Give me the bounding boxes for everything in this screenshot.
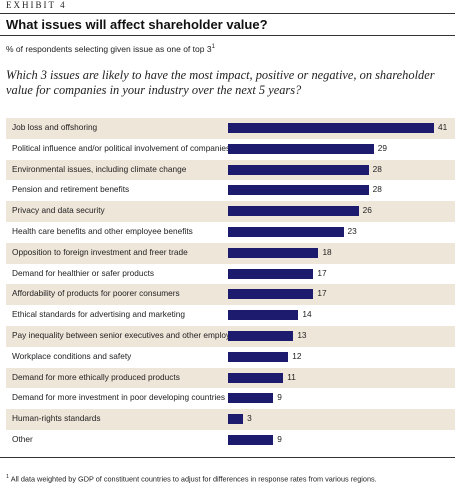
survey-question: Which 3 issues are likely to have the mo… <box>6 68 435 97</box>
footnote-mark: 1 <box>6 474 10 480</box>
value-label: 29 <box>377 142 387 153</box>
chart-row: Affordability of products for poorer con… <box>6 284 455 306</box>
exhibit-label: EXHIBIT 4 <box>6 0 67 10</box>
category-label: Opposition to foreign investment and fre… <box>12 246 188 257</box>
value-label: 23 <box>347 226 357 236</box>
category-label: Demand for more ethically produced produ… <box>12 371 180 382</box>
bar <box>228 393 274 404</box>
chart-row: Pension and retirement benefits 28 <box>6 180 455 201</box>
value-label: 9 <box>277 392 282 403</box>
bar-chart: Job loss and offshoring 41 Political influ… <box>6 118 455 453</box>
chart-row: Pay inequality between senior executives… <box>6 326 455 347</box>
bar <box>228 247 319 258</box>
bar <box>228 351 289 362</box>
title-bottom-rule <box>0 35 455 36</box>
bar <box>228 289 314 300</box>
category-label: Privacy and data security <box>12 205 105 216</box>
category-label: Human-rights standards <box>12 413 101 424</box>
category-label: Ethical standards for advertising and ma… <box>12 309 185 320</box>
chart-row: Demand for more investment in poor devel… <box>6 388 455 409</box>
value-label: 17 <box>317 267 327 278</box>
bar <box>228 310 299 321</box>
exhibit-number: 4 <box>60 0 67 10</box>
value-label: 3 <box>247 413 252 424</box>
chart-row: Job loss and offshoring 41 <box>6 118 455 139</box>
bar <box>228 414 244 425</box>
bar <box>228 331 294 341</box>
value-label: 28 <box>372 184 382 195</box>
chart-row: Workplace conditions and safety 12 <box>6 347 455 368</box>
title-top-rule <box>0 13 455 14</box>
value-label: 28 <box>372 163 382 174</box>
value-label: 41 <box>438 122 448 132</box>
chart-row: Privacy and data security 26 <box>6 201 455 222</box>
chart-row: Human-rights standards 3 <box>6 409 455 430</box>
category-label: Demand for healthier or safer products <box>12 267 155 278</box>
category-label: Pay inequality between senior executives… <box>12 330 244 340</box>
chart-row: Demand for healthier or safer products 17 <box>6 264 455 285</box>
category-label: Pension and retirement benefits <box>12 184 130 195</box>
category-label: Job loss and offshoring <box>12 122 98 132</box>
value-label: 18 <box>322 246 332 257</box>
category-label: Environmental issues, including climate … <box>12 163 187 174</box>
bar <box>228 227 344 237</box>
value-label: 11 <box>287 371 296 382</box>
category-label: Demand for more investment in poor devel… <box>12 392 226 403</box>
value-label: 12 <box>292 350 302 361</box>
chart-subtitle: % of respondents selecting given issue a… <box>6 44 215 54</box>
bar <box>228 372 284 383</box>
footnote: 1 All data weighted by GDP of constituen… <box>6 474 377 483</box>
chart-row: Other 9 <box>6 430 455 451</box>
exhibit-word: EXHIBIT <box>6 0 56 10</box>
value-label: 9 <box>277 434 282 444</box>
chart-row: Environmental issues, including climate … <box>6 159 455 181</box>
value-label: 14 <box>302 309 312 320</box>
chart-row: Political influence and/or political inv… <box>6 139 455 160</box>
subtitle-text: % of respondents selecting given issue a… <box>6 44 212 54</box>
bar <box>228 143 374 154</box>
value-label: 13 <box>297 330 307 340</box>
chart-row: Health care benefits and other employee … <box>6 222 455 243</box>
subtitle-footnote-mark: 1 <box>211 44 215 51</box>
chart-title: What issues will affect shareholder valu… <box>6 17 268 32</box>
category-label: Health care benefits and other employee … <box>12 226 193 236</box>
bar <box>228 185 369 196</box>
chart-row: Opposition to foreign investment and fre… <box>6 242 455 264</box>
value-label: 17 <box>317 288 327 299</box>
bar <box>228 268 314 279</box>
bar <box>228 164 369 175</box>
bar <box>228 123 434 133</box>
footer-rule <box>0 457 455 458</box>
category-label: Political influence and/or political inv… <box>12 142 231 153</box>
value-label: 26 <box>362 205 372 216</box>
chart-row: Ethical standards for advertising and ma… <box>6 305 455 326</box>
bar <box>228 206 359 217</box>
chart-row: Demand for more ethically produced produ… <box>6 367 455 389</box>
footnote-text: All data weighted by GDP of constituent … <box>10 474 377 484</box>
bar <box>228 435 274 445</box>
category-label: Affordability of products for poorer con… <box>12 288 180 299</box>
category-label: Workplace conditions and safety <box>12 350 132 361</box>
category-label: Other <box>12 434 33 444</box>
